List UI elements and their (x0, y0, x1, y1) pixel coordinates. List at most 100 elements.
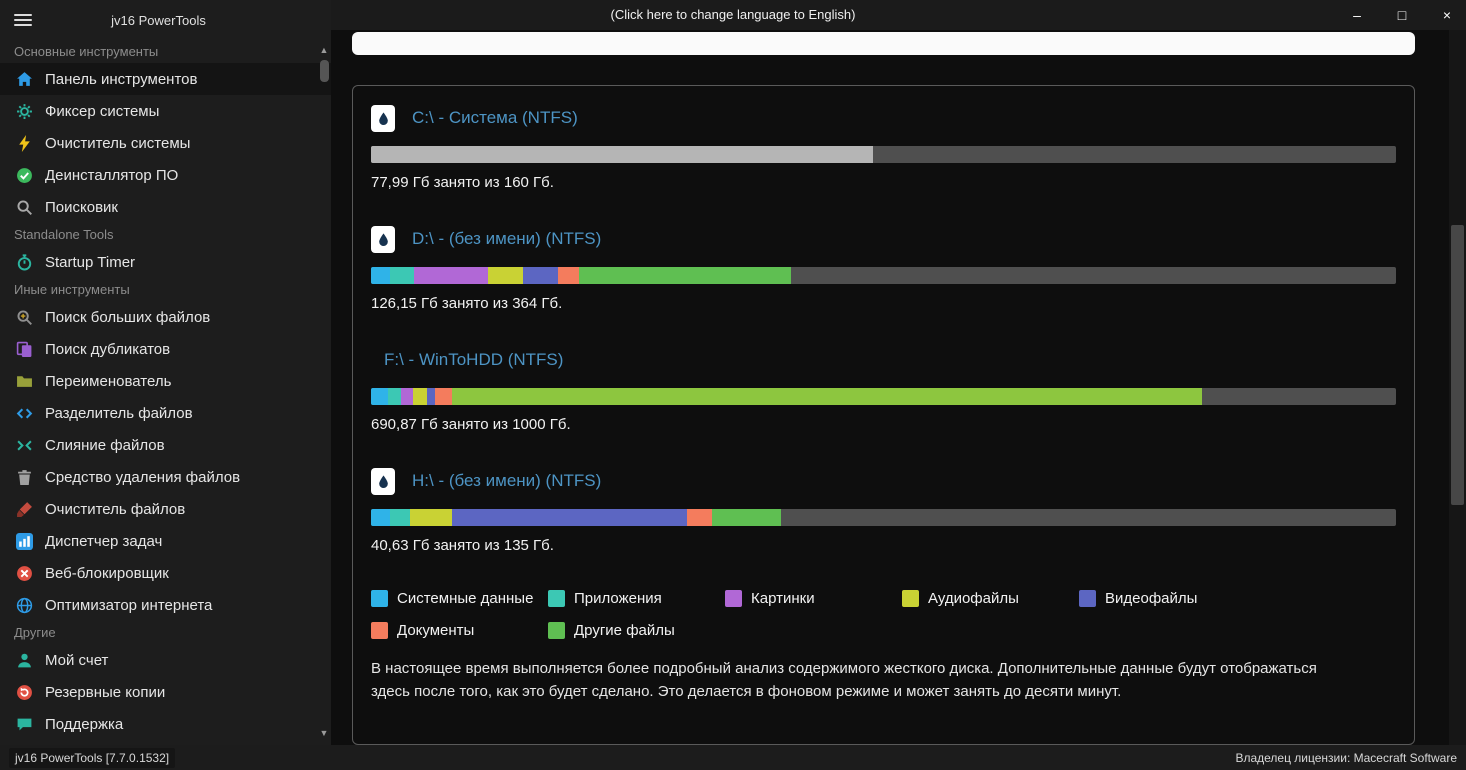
legend: Системные данные Приложения Картинки Ауд… (371, 590, 1396, 639)
main-scrollbar[interactable] (1449, 30, 1466, 745)
sidebar-item-label: Фиксер системы (45, 102, 160, 120)
sidebar-item-my-account[interactable]: Мой счет (0, 644, 331, 676)
usage-segment (557, 267, 580, 284)
sidebar-item-label: Поиск больших файлов (45, 308, 211, 326)
sidebar-item-label: Разделитель файлов (45, 404, 193, 422)
drive-title: D:\ - (без имени) (NTFS) (412, 229, 602, 248)
disk-usage-text: 126,15 Гб занято из 364 Гб. (371, 295, 563, 312)
usage-segment (686, 509, 713, 526)
sidebar-item-file-merger[interactable]: Слияние файлов (0, 429, 331, 461)
disk-usage-bar (371, 509, 1396, 526)
home-icon (14, 69, 34, 89)
sidebar-item-system-cleaner[interactable]: Очиститель системы (0, 127, 331, 159)
sidebar-item-label: Диспетчер задач (45, 532, 163, 550)
usage-segment (371, 146, 874, 163)
disk-usage-text: 690,87 Гб занято из 1000 Гб. (371, 416, 571, 433)
sidebar-item-find-large-files[interactable]: Поиск больших файлов (0, 301, 331, 333)
section-label-main-tools: Основные инструменты (14, 44, 159, 59)
usage-segment (413, 388, 428, 405)
sidebar-item-duplicate-finder[interactable]: Поиск дубликатов (0, 333, 331, 365)
usage-segment (390, 267, 415, 284)
close-button[interactable]: × (1442, 7, 1452, 23)
usage-segment (451, 509, 687, 526)
statusbar: jv16 PowerTools [7.7.0.1532] Владелец ли… (0, 745, 1466, 770)
legend-label: Аудиофайлы (928, 590, 1019, 607)
sidebar-item-software-uninstaller[interactable]: Деинсталлятор ПО (0, 159, 331, 191)
drive-block-h: H:\ - (без имени) (NTFS) 40,63 Гб занято… (371, 465, 1396, 554)
sidebar-item-dashboard[interactable]: Панель инструментов (0, 63, 331, 95)
sidebar-item-label: Слияние файлов (45, 436, 165, 454)
sidebar-item-label: Оптимизатор интернета (45, 596, 213, 614)
section-label-others: Другие (14, 625, 56, 640)
lightning-icon (14, 133, 34, 153)
check-circle-icon (14, 165, 34, 185)
usage-segment (579, 267, 792, 284)
stopwatch-icon (14, 252, 34, 272)
sidebar-item-finder[interactable]: Поисковик (0, 191, 331, 223)
sidebar-item-label: Деинсталлятор ПО (45, 166, 179, 184)
sidebar-item-label: Резервные копии (45, 683, 166, 701)
language-switch-link[interactable]: (Click here to change language to Englis… (610, 7, 856, 22)
legend-item: Аудиофайлы (902, 590, 1079, 607)
legend-label: Системные данные (397, 590, 534, 607)
legend-swatch (371, 622, 388, 639)
drive-block-d: D:\ - (без имени) (NTFS) 126,15 Гб занят… (371, 223, 1396, 312)
legend-swatch (725, 590, 742, 607)
sidebar-item-file-deleter[interactable]: Средство удаления файлов (0, 461, 331, 493)
gear-icon (14, 101, 34, 121)
sidebar-item-backups[interactable]: Резервные копии (0, 676, 331, 708)
legend-item: Приложения (548, 590, 725, 607)
sidebar-item-web-blocker[interactable]: Веб-блокировщик (0, 557, 331, 589)
sidebar-item-file-wiper[interactable]: Очиститель файлов (0, 493, 331, 525)
usage-segment (371, 388, 389, 405)
sidebar-item-startup-timer[interactable]: Startup Timer (0, 246, 331, 278)
sidebar-item-internet-optimizer[interactable]: Оптимизатор интернета (0, 589, 331, 621)
sidebar-item-renamer[interactable]: Переименователь (0, 365, 331, 397)
maximize-button[interactable]: □ (1397, 7, 1407, 23)
legend-label: Приложения (574, 590, 662, 607)
legend-swatch (371, 590, 388, 607)
sidebar-scroll-thumb[interactable] (320, 60, 329, 82)
drive-block-f: F:\ - WinToHDD (NTFS) 690,87 Гб занято и… (371, 344, 1396, 433)
sidebar-item-label: Поиск дубликатов (45, 340, 171, 358)
sidebar-scrollbar[interactable]: ▲ ▼ (317, 40, 331, 745)
scrolled-card-partial (352, 32, 1415, 55)
legend-item: Системные данные (371, 590, 548, 607)
sidebar-item-label: Мой счет (45, 651, 109, 669)
legend-swatch (548, 622, 565, 639)
chart-icon (14, 531, 34, 551)
drive-header: C:\ - Система (NTFS) (371, 102, 1396, 134)
scroll-down-icon[interactable]: ▼ (319, 728, 329, 738)
drive-block-c: C:\ - Система (NTFS) 77,99 Гб занято из … (371, 102, 1396, 191)
legend-item: Видеофайлы (1079, 590, 1256, 607)
scroll-up-icon[interactable]: ▲ (319, 45, 329, 55)
usage-segment (390, 509, 410, 526)
minimize-button[interactable]: – (1353, 7, 1361, 23)
eraser-icon (14, 499, 34, 519)
sidebar-item-system-fixer[interactable]: Фиксер системы (0, 95, 331, 127)
usage-segment (414, 267, 488, 284)
drive-title: C:\ - Система (NTFS) (412, 108, 578, 127)
legend-item: Документы (371, 622, 548, 639)
app-title: jv16 PowerTools (111, 12, 206, 28)
legend-item: Другие файлы (548, 622, 725, 639)
sidebar-item-label: Очиститель файлов (45, 500, 186, 518)
sidebar-item-support[interactable]: Поддержка (0, 708, 331, 740)
globe-icon (14, 595, 34, 615)
hamburger-menu-icon[interactable] (14, 14, 32, 26)
usage-segment (371, 509, 391, 526)
legend-label: Видеофайлы (1105, 590, 1198, 607)
sidebar-item-file-splitter[interactable]: Разделитель файлов (0, 397, 331, 429)
version-text: jv16 PowerTools [7.7.0.1532] (9, 747, 176, 768)
main-scroll-thumb[interactable] (1451, 225, 1464, 505)
disk-usage-bar (371, 267, 1396, 284)
chat-icon (14, 714, 34, 734)
sidebar-item-label: Startup Timer (45, 253, 136, 271)
block-icon (14, 563, 34, 583)
sidebar-item-label: Веб-блокировщик (45, 564, 169, 582)
legend-swatch (548, 590, 565, 607)
sidebar-item-task-manager[interactable]: Диспетчер задач (0, 525, 331, 557)
disk-analysis-panel: C:\ - Система (NTFS) 77,99 Гб занято из … (352, 85, 1415, 745)
copy-icon (14, 339, 34, 359)
